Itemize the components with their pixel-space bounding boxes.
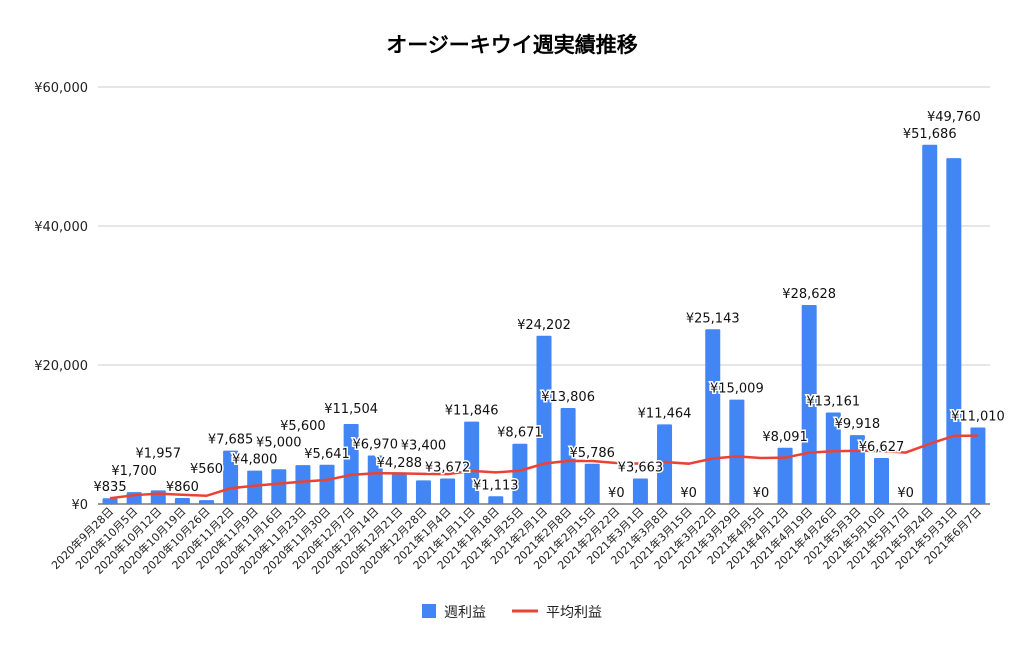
data-label: ¥9,918 — [835, 417, 881, 432]
bar — [488, 496, 504, 504]
bar — [102, 498, 118, 504]
y-tick-label: ¥60,000 — [34, 81, 88, 96]
bar — [825, 412, 841, 504]
data-label: ¥835 — [94, 480, 127, 495]
data-label: ¥24,202 — [517, 318, 571, 333]
bar — [632, 478, 648, 504]
data-label: ¥3,663 — [618, 461, 664, 476]
bar — [946, 158, 962, 504]
data-label: ¥3,400 — [401, 438, 447, 453]
bar — [247, 470, 263, 504]
legend-label-bar: 週利益 — [444, 605, 486, 621]
bar — [657, 424, 673, 504]
bar — [512, 443, 528, 504]
data-label: ¥4,288 — [377, 456, 423, 471]
data-label: ¥0 — [608, 486, 625, 501]
bar — [391, 474, 407, 504]
bar — [874, 457, 890, 504]
data-label: ¥15,009 — [710, 382, 764, 397]
y-tick-label: ¥20,000 — [34, 359, 88, 374]
chart-title: オージーキウイ週実績推移 — [386, 33, 638, 57]
data-label: ¥7,685 — [208, 433, 254, 448]
data-label: ¥1,957 — [136, 446, 182, 461]
bar — [705, 329, 721, 504]
data-label: ¥1,113 — [473, 478, 519, 493]
bar — [367, 455, 383, 504]
bar — [729, 399, 745, 504]
data-label: ¥28,628 — [782, 287, 836, 302]
data-label: ¥6,970 — [352, 438, 398, 453]
data-label: ¥11,464 — [638, 406, 692, 421]
bar — [536, 335, 552, 504]
bar — [584, 463, 600, 504]
bar — [198, 500, 214, 504]
bar — [560, 408, 576, 504]
y-tick-label: ¥0 — [71, 498, 88, 513]
bar — [319, 464, 335, 504]
bar — [271, 469, 287, 504]
data-label: ¥11,846 — [445, 404, 499, 419]
bar — [849, 435, 865, 504]
data-label: ¥51,686 — [903, 127, 957, 142]
legend: 週利益 平均利益 — [422, 604, 602, 621]
average-line — [109, 434, 978, 500]
data-label: ¥8,091 — [762, 430, 808, 445]
legend-swatch-bar — [422, 604, 436, 618]
bar — [970, 427, 986, 504]
data-label: ¥6,627 — [859, 440, 905, 455]
data-label: ¥0 — [680, 486, 697, 501]
data-label: ¥13,806 — [541, 390, 595, 405]
bar — [174, 498, 190, 504]
legend-label-line: 平均利益 — [546, 605, 602, 621]
data-label: ¥0 — [753, 486, 770, 501]
data-label: ¥4,800 — [232, 453, 278, 468]
bar — [295, 465, 311, 504]
data-label: ¥860 — [166, 480, 199, 495]
bar — [415, 480, 431, 504]
data-label: ¥5,000 — [256, 435, 302, 450]
data-label: ¥5,786 — [569, 446, 615, 461]
data-label: ¥25,143 — [686, 311, 740, 326]
data-label: ¥0 — [897, 486, 914, 501]
data-label: ¥49,760 — [927, 110, 981, 125]
data-label: ¥1,700 — [111, 464, 157, 479]
bar — [777, 447, 793, 504]
data-label: ¥560 — [190, 462, 223, 477]
bar — [343, 424, 359, 504]
data-label: ¥8,671 — [497, 426, 543, 441]
data-label: ¥11,504 — [324, 402, 378, 417]
data-label: ¥13,161 — [806, 395, 860, 410]
bar — [922, 144, 938, 505]
data-label: ¥5,600 — [280, 419, 326, 434]
data-label: ¥3,672 — [425, 460, 471, 475]
data-label: ¥5,641 — [304, 447, 350, 462]
y-tick-label: ¥40,000 — [34, 220, 88, 235]
data-label: ¥11,010 — [951, 409, 1005, 424]
bar — [464, 421, 480, 504]
bar — [440, 478, 456, 504]
